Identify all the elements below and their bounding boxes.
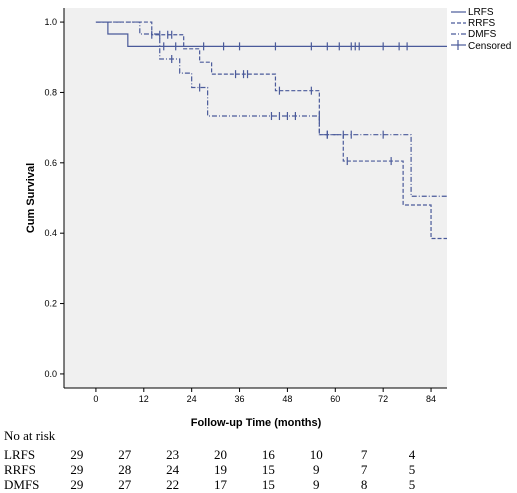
risk-value-rrfs: 15 (262, 462, 275, 477)
legend-label-lrfs: LRFS (468, 7, 494, 18)
y-tick-label: 0.0 (44, 369, 57, 379)
x-tick-label: 84 (426, 394, 436, 404)
legend: LRFS RRFS DMFS Censored (451, 7, 511, 52)
risk-value-lrfs: 16 (262, 447, 276, 462)
series-dmfs-line (95, 21, 447, 197)
risk-value-dmfs: 22 (166, 477, 179, 492)
risk-value-lrfs: 7 (361, 447, 368, 462)
risk-value-lrfs: 10 (310, 447, 323, 462)
risk-value-lrfs: 20 (214, 447, 227, 462)
risk-value-rrfs: 29 (70, 462, 83, 477)
y-tick-label: 0.2 (44, 299, 57, 309)
y-tick-label: 0.6 (44, 158, 57, 168)
risk-value-rrfs: 28 (118, 462, 131, 477)
risk-row-label-rrfs: RRFS (4, 462, 36, 477)
plot-area (64, 8, 447, 388)
risk-value-rrfs: 19 (214, 462, 227, 477)
x-tick-label: 60 (330, 394, 340, 404)
y-axis-title: Cum Survival (25, 163, 37, 233)
risk-row-label-lrfs: LRFS (4, 447, 35, 462)
x-tick-label: 12 (139, 394, 149, 404)
risk-value-rrfs: 24 (166, 462, 180, 477)
x-tick-label: 24 (187, 394, 197, 404)
risk-value-lrfs: 27 (118, 447, 132, 462)
risk-value-lrfs: 4 (409, 447, 416, 462)
risk-value-rrfs: 5 (409, 462, 416, 477)
risk-value-dmfs: 9 (313, 477, 320, 492)
y-tick-label: 0.4 (44, 228, 57, 238)
risk-value-rrfs: 9 (313, 462, 320, 477)
x-tick-label: 72 (378, 394, 388, 404)
risk-value-dmfs: 5 (409, 477, 416, 492)
y-tick-label: 1.0 (44, 17, 57, 27)
risk-row-label-dmfs: DMFS (4, 477, 39, 492)
risk-value-dmfs: 29 (70, 477, 83, 492)
legend-label-dmfs: DMFS (468, 29, 497, 40)
x-tick-label: 0 (93, 394, 98, 404)
risk-value-dmfs: 17 (214, 477, 228, 492)
series-rrfs-line (95, 21, 447, 240)
legend-censor-mark (451, 40, 466, 50)
risk-value-lrfs: 23 (166, 447, 179, 462)
risk-table: No at risk LRFS 29 27 23 20 16 10 7 4 RRFS 29 28 24 1… (4, 428, 416, 492)
x-tick-label: 36 (235, 394, 245, 404)
risk-value-dmfs: 15 (262, 477, 275, 492)
risk-value-dmfs: 27 (118, 477, 132, 492)
y-tick-label: 0.8 (44, 87, 57, 97)
risk-value-rrfs: 7 (361, 462, 368, 477)
risk-table-title: No at risk (4, 428, 56, 443)
x-axis-title: Follow-up Time (months) (191, 417, 322, 429)
legend-label-rrfs: RRFS (468, 18, 496, 29)
risk-value-dmfs: 8 (361, 477, 368, 492)
x-tick-label: 48 (282, 394, 292, 404)
risk-value-lrfs: 29 (70, 447, 83, 462)
legend-label-censored: Censored (468, 41, 511, 52)
